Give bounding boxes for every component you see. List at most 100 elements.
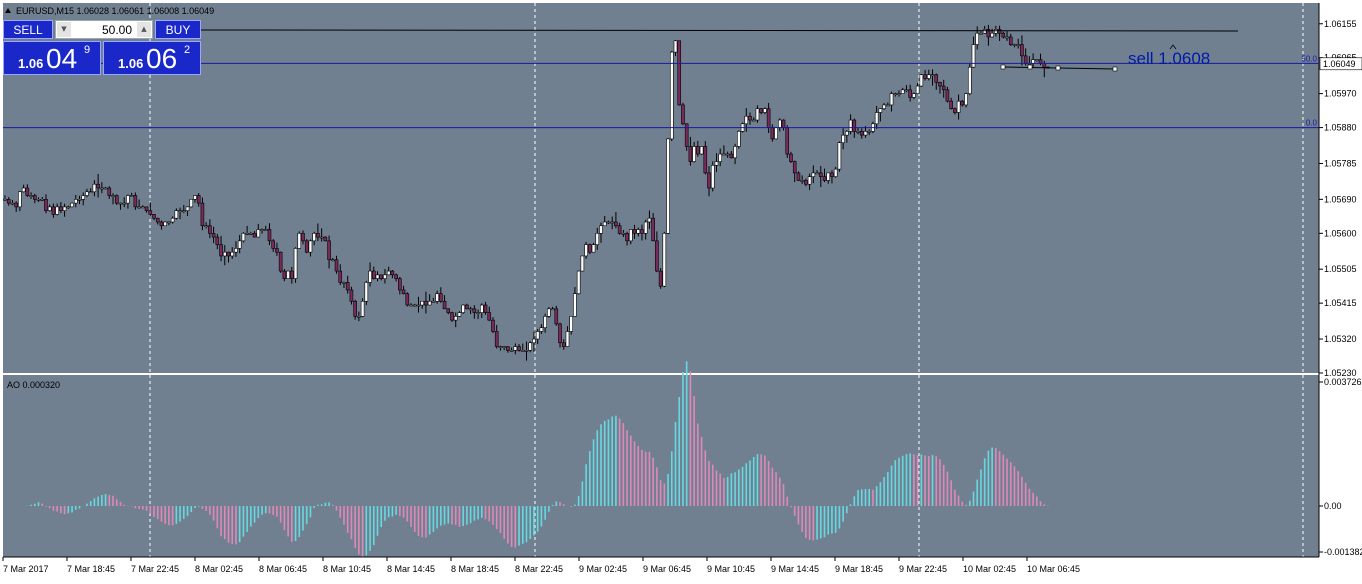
candle [617,222,622,235]
lot-increase-icon[interactable]: ▲ [137,22,151,37]
bear-candle-body [703,146,708,174]
bull-candle-body [532,338,536,344]
candle [230,247,235,259]
bull-candle-body [81,195,86,200]
bull-candle-body [882,104,886,110]
bear-candle-body [345,282,350,291]
candle [528,341,533,353]
bull-candle-body [92,183,97,193]
candle [360,298,365,318]
bear-candle-body [442,300,447,310]
bear-candle-body [114,195,119,204]
bear-candle-body [953,108,957,113]
candle [707,166,711,197]
candle [632,224,637,239]
candle [662,231,667,288]
candle [576,270,581,295]
bull-candle-body [520,350,525,352]
bull-candle-body [919,74,924,87]
bear-candle-body [554,308,559,325]
buy-quote[interactable]: 1.06 06 2 [103,41,201,75]
candle [945,86,950,103]
bear-candle-body [226,251,231,257]
candle [412,303,417,307]
time-grid [149,3,1304,557]
candle [763,107,767,115]
lot-size-stepper[interactable]: ▼ ▲ [55,20,153,39]
bear-candle-body [353,300,357,317]
bull-candle-body [841,134,845,143]
bear-candle-body [938,81,942,87]
candle [953,107,957,115]
bull-candle-body [878,108,883,113]
candle [92,180,97,197]
bull-candle-body [535,331,540,340]
bull-candle-body [62,206,67,211]
candle [751,117,756,122]
candle [789,151,793,164]
price-tick-label: 1.05505 [1324,264,1357,274]
candle [219,235,223,262]
candle [580,255,585,272]
lot-decrease-icon[interactable]: ▼ [57,22,71,37]
bear-candle-body [44,199,48,211]
sell-quote[interactable]: 1.06 04 9 [3,41,101,75]
ao-indicator-panel[interactable] [3,375,1319,557]
candle [878,108,883,122]
candle [640,224,644,241]
time-tick-label: 9 Mar 22:45 [899,564,947,574]
candle [122,197,126,208]
candle [912,92,916,100]
buy-button[interactable]: BUY [155,20,201,39]
candle [152,214,156,221]
bull-candle-body [118,202,123,205]
candle [867,129,872,136]
candle [561,339,566,350]
bull-candle-body [185,206,190,211]
bull-candle-body [886,104,890,107]
sell-price-prefix: 1.06 [18,56,44,71]
candle [565,326,570,348]
bull-candle-body [29,195,33,197]
candle [543,313,547,333]
candle [748,112,752,125]
bull-candle-body [576,270,581,295]
bear-candle-body [766,108,771,128]
bear-candle-body [781,119,786,128]
candle [651,213,655,242]
bear-candle-body [941,85,946,91]
bear-candle-body [271,240,276,249]
candle [573,287,577,317]
main-price-chart[interactable] [3,3,1319,373]
bear-candle-body [6,199,11,204]
lot-size-input[interactable] [74,22,132,37]
sell-price-fraction: 9 [84,44,91,56]
bear-candle-body [651,217,655,242]
candle [979,31,983,35]
candle [398,276,402,295]
candle [260,228,264,234]
candle [453,312,458,328]
bull-candle-body [967,66,972,94]
bull-candle-body [360,300,365,317]
bull-candle-body [602,221,607,227]
bull-candle-body [330,259,335,262]
candle [379,274,384,281]
sell-annotation[interactable]: sell 1.0608 [1128,49,1210,68]
bear-candle-body [148,210,153,215]
sell-button[interactable]: SELL [3,20,53,39]
candle [647,210,652,229]
bull-candle-body [245,233,249,235]
candle [591,242,596,253]
bull-candle-body [595,233,600,245]
bear-candle-body [394,274,398,279]
candle [312,231,316,246]
bull-candle-body [509,350,514,352]
candle [804,178,808,187]
candle [930,69,935,86]
candle [32,193,37,204]
candle [785,125,790,158]
time-tick-label: 8 Mar 10:45 [323,564,371,574]
